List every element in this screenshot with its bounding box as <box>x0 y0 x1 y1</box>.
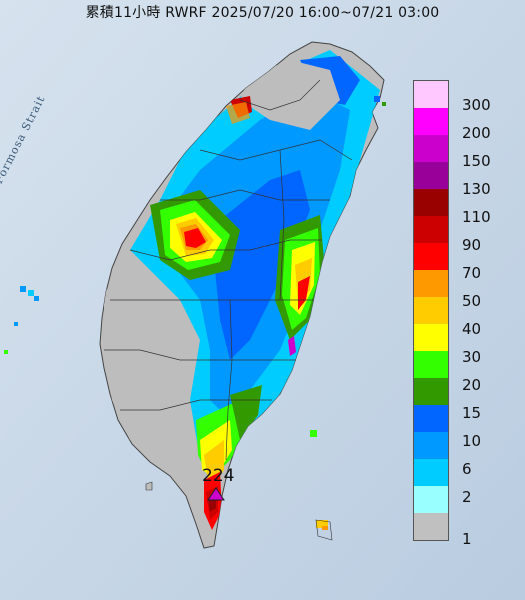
legend-label: 30 <box>462 348 482 366</box>
legend-label: 1 <box>462 530 472 548</box>
legend-swatch <box>413 324 449 351</box>
legend-label: 20 <box>462 376 482 394</box>
legend-swatch <box>413 378 449 405</box>
legend-label: 90 <box>462 236 482 254</box>
legend-swatch <box>413 108 449 135</box>
legend-label: 50 <box>462 292 482 310</box>
legend-swatch <box>413 432 449 459</box>
legend-swatch <box>413 135 449 162</box>
liuqiu-island <box>145 481 153 491</box>
legend-swatch <box>413 80 449 108</box>
rainfall-layer <box>104 50 380 530</box>
legend-swatch <box>413 216 449 243</box>
legend-swatch <box>413 270 449 297</box>
legend-swatch <box>413 297 449 324</box>
county-boundaries <box>104 79 353 461</box>
legend-swatch <box>413 162 449 189</box>
offshore-rain-pixels <box>4 96 386 530</box>
legend-label: 70 <box>462 264 482 282</box>
legend-label: 130 <box>462 180 491 198</box>
legend-swatch <box>413 459 449 486</box>
legend-label: 200 <box>462 124 491 142</box>
legend-swatch <box>413 189 449 216</box>
legend-label: 15 <box>462 404 482 422</box>
legend-label: 10 <box>462 432 482 450</box>
legend-swatch <box>413 513 449 541</box>
legend-label: 6 <box>462 460 472 478</box>
triangle-marker-icon <box>207 487 225 501</box>
legend-swatch <box>413 486 449 513</box>
max-value-label: 224 <box>202 466 235 486</box>
legend-label: 110 <box>462 208 491 226</box>
legend-label: 300 <box>462 96 491 114</box>
color-legend <box>413 80 453 541</box>
legend-label: 2 <box>462 488 472 506</box>
legend-swatch <box>413 351 449 378</box>
legend-swatch <box>413 243 449 270</box>
legend-label: 150 <box>462 152 491 170</box>
legend-swatch <box>413 405 449 432</box>
map-title: 累積11小時 RWRF 2025/07/20 16:00~07/21 03:00 <box>85 5 440 21</box>
legend-label: 40 <box>462 320 482 338</box>
green-island <box>315 519 333 541</box>
